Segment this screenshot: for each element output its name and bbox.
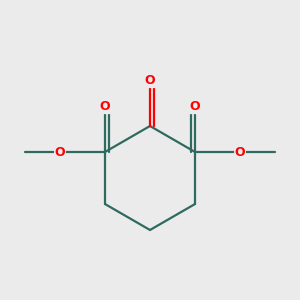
Text: O: O (55, 146, 65, 158)
Text: O: O (190, 100, 200, 113)
Text: O: O (235, 146, 245, 158)
Text: O: O (100, 100, 110, 113)
Text: O: O (145, 74, 155, 88)
